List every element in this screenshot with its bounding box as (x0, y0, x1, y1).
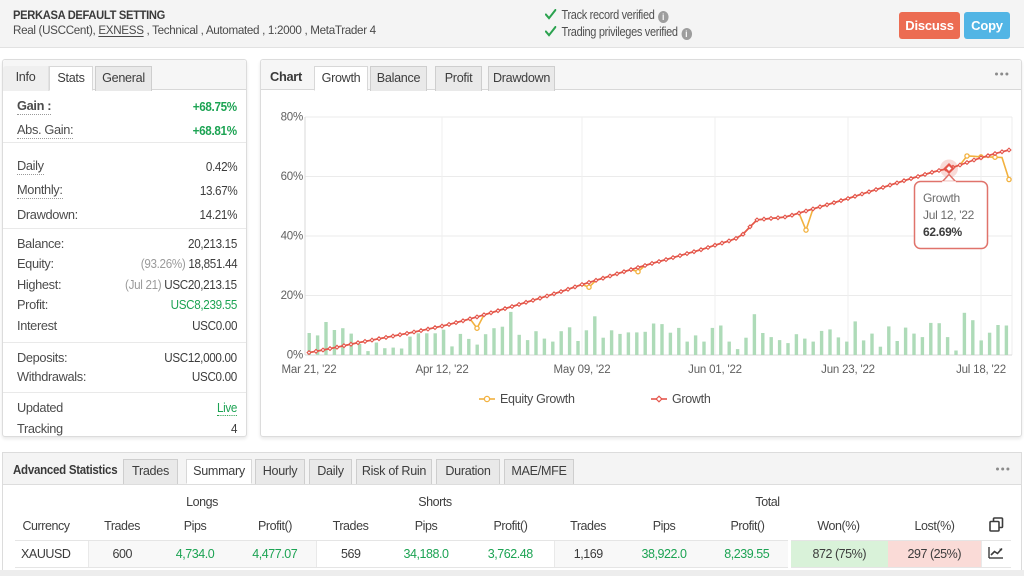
svg-text:0%: 0% (287, 350, 303, 362)
svg-text:Growth: Growth (672, 392, 711, 406)
svg-text:Jun 23, '22: Jun 23, '22 (821, 364, 875, 376)
svg-text:60%: 60% (281, 171, 303, 183)
svg-text:20%: 20% (281, 290, 303, 302)
svg-text:Growth: Growth (923, 191, 960, 205)
svg-text:May 09, '22: May 09, '22 (554, 364, 611, 376)
svg-text:62.69%: 62.69% (923, 225, 963, 239)
svg-text:40%: 40% (281, 231, 303, 243)
svg-text:Jun 01, '22: Jun 01, '22 (688, 364, 742, 376)
svg-text:Equity Growth: Equity Growth (500, 392, 575, 406)
svg-text:Jul 18, '22: Jul 18, '22 (956, 364, 1006, 376)
svg-text:Apr 12, '22: Apr 12, '22 (415, 364, 468, 376)
svg-text:80%: 80% (281, 112, 303, 124)
svg-text:Jul 12, '22: Jul 12, '22 (923, 208, 975, 222)
svg-text:Mar 21, '22: Mar 21, '22 (282, 364, 337, 376)
